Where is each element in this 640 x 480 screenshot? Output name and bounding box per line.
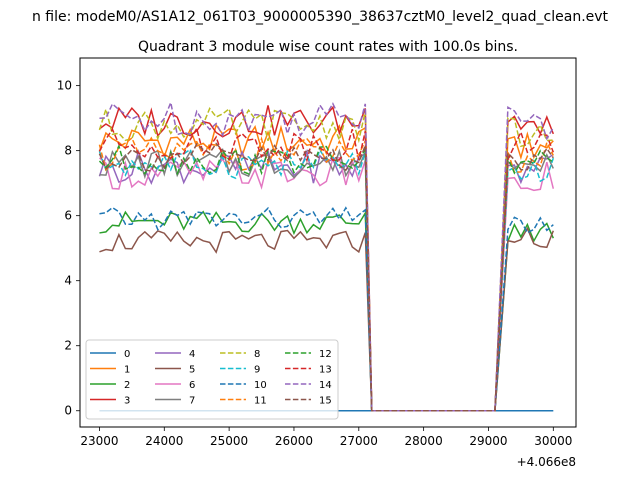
axis-ticks: 23000 24000 25000 26000 27000 28000 29000 30000…: [57, 79, 573, 448]
x-tick-label: 26000: [275, 434, 313, 448]
y-tick-label: 4: [64, 274, 72, 288]
legend-label-9: 9: [254, 365, 260, 376]
legend-label-1: 1: [124, 365, 130, 376]
legend-label-10: 10: [254, 380, 267, 391]
y-tick-label: 0: [64, 404, 72, 418]
x-tick-label: 30000: [534, 434, 572, 448]
legend-label-11: 11: [254, 396, 267, 407]
legend-label-4: 4: [189, 349, 195, 360]
legend-box: [85, 339, 339, 420]
y-tick-label: 2: [64, 339, 72, 353]
legend-label-14: 14: [319, 380, 332, 391]
x-tick-label: 29000: [469, 434, 507, 448]
series-line-15: [98, 142, 554, 412]
x-tick-label: 28000: [405, 434, 443, 448]
legend-label-12: 12: [319, 349, 332, 360]
series-line-8: [98, 106, 554, 412]
legend-label-7: 7: [189, 396, 195, 407]
legend-label-13: 13: [319, 365, 332, 376]
legend-label-5: 5: [189, 365, 195, 376]
legend-label-0: 0: [124, 349, 130, 360]
legend-label-3: 3: [124, 396, 130, 407]
legend-label-15: 15: [319, 396, 332, 407]
legend-label-2: 2: [124, 380, 130, 391]
y-tick-label: 10: [57, 79, 72, 93]
legend-label-8: 8: [254, 349, 260, 360]
y-tick-label: 6: [64, 209, 72, 223]
x-offset-label: +4.066e8: [517, 455, 576, 469]
x-tick-label: 25000: [210, 434, 248, 448]
legend-label-6: 6: [189, 380, 195, 391]
chart-title: Quadrant 3 module wise count rates with …: [138, 39, 518, 55]
y-tick-label: 8: [64, 144, 72, 158]
x-tick-label: 23000: [80, 434, 118, 448]
plot-area: [98, 100, 555, 412]
x-tick-label: 27000: [340, 434, 378, 448]
figure-suptitle: n file: modeM0/AS1A12_061T03_9000005390_…: [32, 9, 609, 25]
x-tick-label: 24000: [145, 434, 183, 448]
plot-frame: [79, 57, 577, 428]
